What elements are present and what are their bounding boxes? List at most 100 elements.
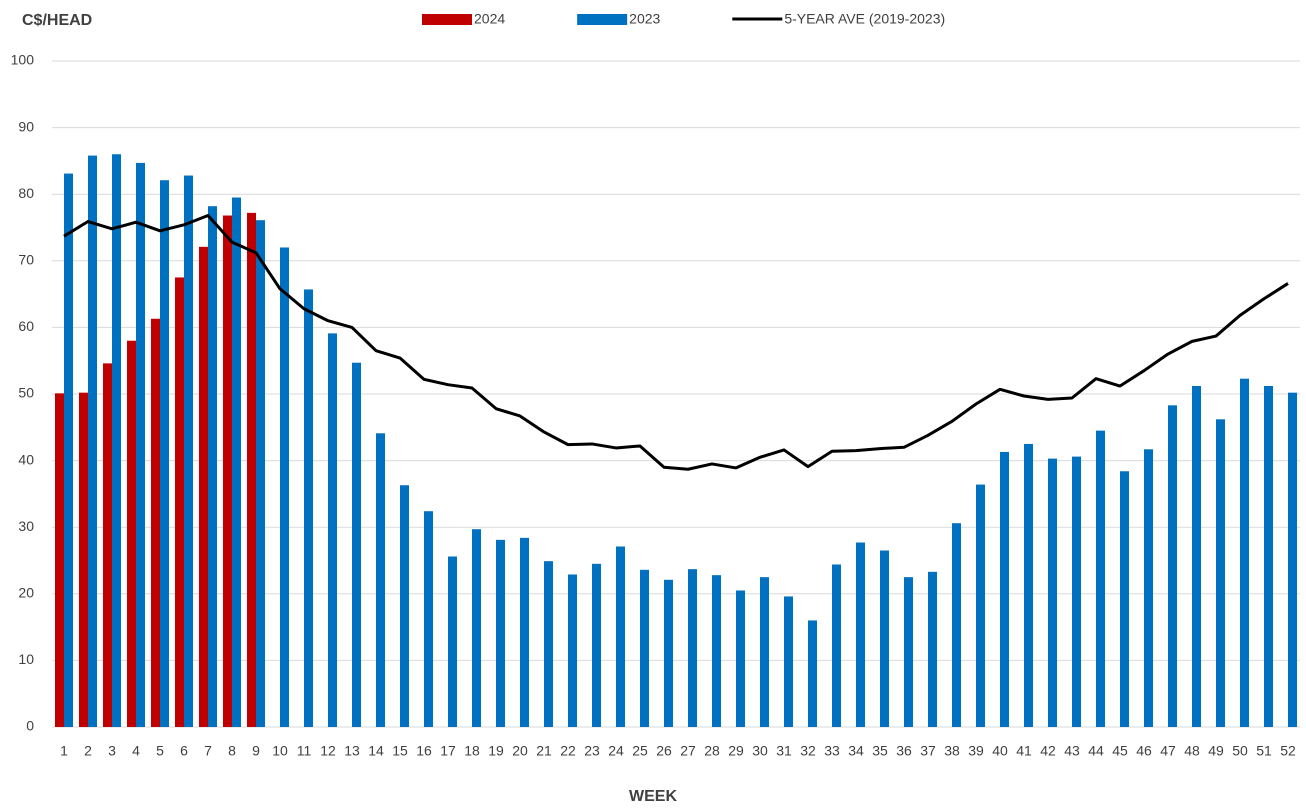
bar (904, 577, 913, 727)
legend-swatch (577, 14, 628, 25)
bar (376, 433, 385, 727)
bar (496, 539, 505, 727)
x-tick-label: 35 (872, 743, 888, 759)
bar (400, 485, 409, 727)
x-tick-label: 33 (824, 743, 840, 759)
x-tick-label: 28 (704, 743, 720, 759)
bar (64, 173, 73, 727)
x-tick-label: 22 (560, 743, 576, 759)
bar (1072, 456, 1081, 727)
x-tick-label: 1 (60, 743, 68, 759)
x-tick-label: 7 (204, 743, 212, 759)
bar (88, 155, 97, 727)
x-tick-label: 3 (108, 743, 116, 759)
bar (208, 206, 217, 728)
x-tick-label: 23 (584, 743, 600, 759)
x-tick-label: 2 (84, 743, 92, 759)
bar (1096, 430, 1105, 727)
bar (520, 537, 529, 727)
bar (175, 277, 184, 727)
bar (640, 569, 649, 727)
bar (79, 392, 88, 727)
x-tick-label: 43 (1064, 743, 1080, 759)
y-tick-label: 90 (18, 118, 34, 134)
x-tick-label: 21 (536, 743, 552, 759)
x-axis-label: WEEK (629, 788, 677, 805)
bar (256, 220, 265, 727)
legend-swatch (422, 14, 472, 25)
x-tick-label: 34 (848, 743, 864, 759)
bar (352, 362, 361, 727)
bar (1168, 405, 1177, 727)
x-tick-label: 9 (252, 743, 260, 759)
x-tick-label: 51 (1256, 743, 1272, 759)
y-tick-label: 100 (11, 52, 35, 68)
x-tick-label: 20 (512, 743, 528, 759)
y-tick-label: 20 (18, 585, 34, 601)
x-tick-label: 52 (1280, 743, 1296, 759)
x-tick-label: 37 (920, 743, 936, 759)
x-tick-label: 12 (320, 743, 336, 759)
x-tick-label: 46 (1136, 743, 1152, 759)
y-tick-label: 40 (18, 451, 34, 467)
bar (856, 542, 865, 727)
bar (784, 596, 793, 727)
bar (304, 289, 313, 727)
bar (1264, 386, 1273, 727)
x-tick-label: 27 (680, 743, 696, 759)
legend-label: 2024 (474, 11, 505, 27)
x-tick-label: 11 (297, 743, 312, 759)
bar (448, 556, 457, 727)
x-tick-label: 49 (1208, 743, 1224, 759)
x-tick-label: 30 (752, 743, 768, 759)
y-tick-label: 60 (18, 318, 34, 334)
bar (280, 247, 289, 728)
x-tick-label: 38 (944, 743, 960, 759)
bar (832, 564, 841, 727)
bar (952, 523, 961, 727)
bar (184, 175, 193, 727)
bar (424, 511, 433, 727)
bar (1024, 443, 1033, 727)
bar (712, 575, 721, 727)
bar (232, 197, 241, 727)
bar (160, 180, 169, 728)
y-tick-label: 0 (26, 718, 34, 734)
bar (55, 393, 64, 727)
x-tick-label: 13 (344, 743, 360, 759)
y-tick-label: 50 (18, 385, 34, 401)
bar (127, 340, 136, 727)
y-axis-label: C$/HEAD (22, 12, 92, 29)
x-tick-label: 15 (392, 743, 408, 759)
bar (1240, 378, 1249, 727)
x-tick-label: 31 (776, 743, 792, 759)
x-tick-label: 16 (416, 743, 432, 759)
bar (1144, 449, 1153, 727)
x-tick-label: 8 (228, 743, 236, 759)
bar (544, 561, 553, 727)
x-tick-label: 29 (728, 743, 744, 759)
legend-label: 5-YEAR AVE (2019-2023) (784, 11, 945, 27)
bar (808, 620, 817, 727)
bar (760, 577, 769, 727)
x-tick-label: 14 (368, 743, 384, 759)
bar (472, 529, 481, 727)
x-tick-label: 48 (1184, 743, 1200, 759)
x-tick-label: 26 (656, 743, 672, 759)
bar (568, 574, 577, 727)
bar (136, 162, 145, 727)
x-tick-label: 32 (800, 743, 816, 759)
x-tick-label: 19 (488, 743, 504, 759)
x-tick-label: 42 (1040, 743, 1056, 759)
x-tick-label: 4 (132, 743, 140, 759)
bar (151, 318, 160, 727)
bar (223, 215, 232, 727)
x-tick-label: 47 (1160, 743, 1176, 759)
bar (880, 550, 889, 727)
bar (976, 484, 985, 727)
x-tick-label: 10 (272, 743, 288, 759)
x-tick-label: 6 (180, 743, 188, 759)
bar (247, 212, 256, 727)
bar (1192, 386, 1201, 727)
x-tick-label: 41 (1016, 743, 1032, 759)
